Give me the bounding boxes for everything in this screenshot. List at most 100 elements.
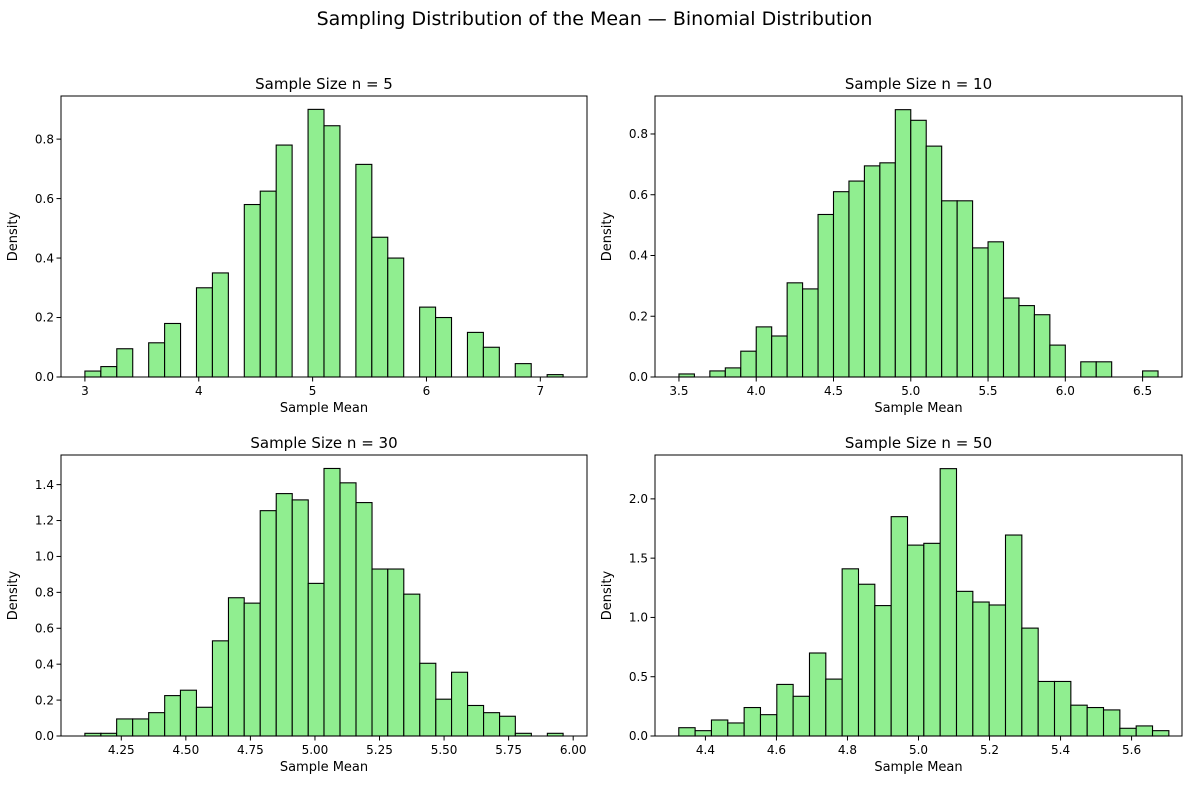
y-tick-label: 0.2 — [35, 693, 54, 707]
axes-frame — [654, 95, 1183, 378]
subplot-1: 3 4 5 6 7 0.0 0.2 0.4 0.6 0.8 Sample Size n = 5 Sam… — [6, 75, 588, 416]
y-tick-label: 0.4 — [35, 251, 54, 265]
histogram-bar — [724, 367, 742, 378]
histogram-bar — [164, 322, 182, 378]
histogram-bar — [419, 306, 437, 378]
histogram-bar — [776, 683, 794, 737]
histogram-bar — [759, 714, 778, 737]
histogram-bar — [802, 288, 819, 378]
x-axis-label: Sample Mean — [280, 760, 368, 775]
y-tick-label: 0.8 — [35, 132, 54, 146]
y-tick-label: 0.2 — [629, 309, 648, 323]
y-axis-label: Density — [600, 570, 615, 620]
y-tick-label: 0.0 — [629, 370, 648, 384]
histogram-bar — [972, 601, 990, 737]
axes-frame — [60, 454, 588, 737]
x-tick-label: 5.75 — [495, 743, 522, 757]
y-tick-label: 1.2 — [35, 514, 54, 528]
y-tick-label: 1.0 — [629, 611, 648, 625]
histogram-bar — [771, 335, 788, 378]
x-tick-label: 5.6 — [1122, 743, 1141, 757]
histogram-bar — [894, 109, 912, 378]
y-tick-label: 0.4 — [629, 249, 648, 263]
x-tick-label: 5 — [309, 384, 317, 398]
x-tick-label: 5.50 — [431, 743, 458, 757]
x-tick-label: 4.75 — [237, 743, 264, 757]
histogram-bar — [1049, 344, 1066, 378]
histogram-bar — [1070, 704, 1088, 737]
histogram-bar — [132, 718, 150, 737]
x-axis-label: Sample Mean — [874, 760, 962, 775]
histogram-bar — [100, 366, 118, 378]
y-tick-label: 0.8 — [629, 127, 648, 141]
histogram-bar — [863, 165, 881, 378]
x-axis-label: Sample Mean — [874, 401, 962, 416]
x-tick-label: 3 — [81, 384, 89, 398]
y-axis-label: Density — [6, 211, 21, 261]
histogram-bar — [841, 568, 860, 737]
histogram-bar — [482, 346, 500, 378]
histogram-bar — [1135, 725, 1154, 737]
subplot-grid: 3 4 5 6 7 0.0 0.2 0.4 0.6 0.8 Sample Size n = 5 Sam… — [6, 75, 1183, 775]
histogram-bar — [1004, 534, 1023, 737]
histogram-bar — [1102, 709, 1121, 737]
histogram-bar — [890, 516, 909, 737]
histogram-bar — [1119, 727, 1137, 737]
histogram-bar — [1095, 361, 1113, 378]
histogram-bar — [259, 190, 277, 378]
y-tick-label: 0.2 — [35, 311, 54, 325]
y-tick-label: 0.0 — [35, 729, 54, 743]
subplot-3: 4.25 4.50 4.75 5.00 5.25 5.50 5.75 6.00 0.0 0.2 0.… — [6, 434, 588, 775]
subplot-title: Sample Size n = 10 — [845, 75, 992, 93]
y-axis-label: Density — [6, 570, 21, 620]
histogram-bar — [435, 316, 453, 378]
histogram-bar — [988, 604, 1007, 737]
histogram-bar — [148, 712, 166, 737]
histogram-bar — [1151, 730, 1170, 737]
subplot-title: Sample Size n = 50 — [845, 434, 992, 452]
histogram-bar — [435, 698, 453, 737]
histogram-bar — [227, 597, 245, 737]
histogram-bar — [939, 468, 958, 737]
histogram-bar — [419, 662, 437, 737]
histogram-bar — [848, 180, 865, 378]
histogram-bar — [387, 568, 405, 737]
x-tick-label: 4.4 — [696, 743, 715, 757]
histogram-bar — [84, 370, 102, 378]
histogram-bar — [307, 108, 325, 378]
subplot-4: 4.4 4.6 4.8 5.0 5.2 5.4 5.6 0.0 0.5 1.0 1.5 2.0 Samp… — [600, 434, 1183, 775]
histogram-bars — [84, 108, 564, 378]
histogram-bar — [1037, 680, 1056, 737]
x-tick-label: 5.2 — [980, 743, 999, 757]
y-tick-label: 0.6 — [35, 192, 54, 206]
y-tick-label: 0.0 — [629, 729, 648, 743]
histogram-bar — [925, 145, 943, 378]
histogram-bar — [987, 241, 1005, 378]
histogram-bar — [387, 257, 405, 378]
histogram-bar — [275, 144, 293, 378]
axes-frame — [60, 95, 588, 378]
x-tick-label: 5.25 — [366, 743, 393, 757]
histogram-bar — [1080, 361, 1097, 378]
histogram-bar — [1033, 314, 1051, 378]
x-tick-label: 4.5 — [824, 384, 843, 398]
y-tick-label: 0.6 — [35, 621, 54, 635]
histogram-bar — [259, 510, 277, 737]
histogram-bar — [275, 493, 293, 737]
x-axis-label: Sample Mean — [280, 401, 368, 416]
subplot-title: Sample Size n = 5 — [255, 75, 393, 93]
y-tick-label: 1.4 — [35, 478, 54, 492]
histogram-bar — [291, 499, 309, 737]
histogram-bar — [195, 287, 213, 378]
histogram-bar — [371, 568, 389, 737]
histogram-bar — [451, 671, 469, 737]
histogram-bar — [116, 718, 134, 737]
x-tick-label: 5.00 — [302, 743, 329, 757]
x-tick-label: 3.5 — [669, 384, 688, 398]
x-tick-label: 5.4 — [1051, 743, 1070, 757]
histogram-bar — [755, 326, 773, 378]
histogram-bar — [792, 695, 811, 737]
histogram-bar — [906, 544, 925, 737]
y-tick-label: 0.6 — [629, 188, 648, 202]
x-tick-label: 7 — [537, 384, 545, 398]
